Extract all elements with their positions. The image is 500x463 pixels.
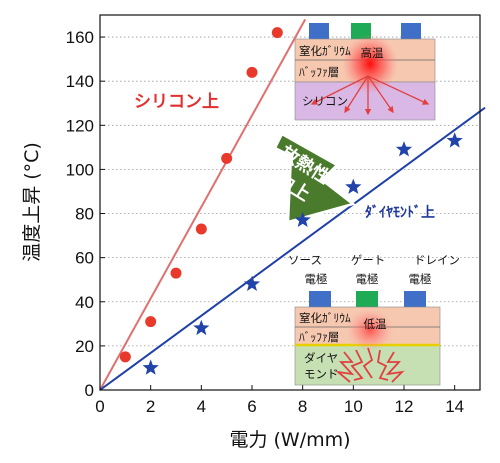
x-tick-label: 14 bbox=[445, 397, 464, 416]
improvement-arrow: 放熱性 向上 bbox=[272, 132, 356, 224]
inset-silicon-hotspot bbox=[342, 34, 398, 94]
diamond-data-point bbox=[193, 319, 210, 336]
inset-diamond-substrate-label-2: モンド bbox=[304, 367, 339, 381]
inset-diamond-gan-label: 窒化ｶﾞﾘｳﾑ bbox=[299, 311, 351, 325]
inset-silicon-hot-label: 高温 bbox=[361, 46, 384, 60]
y-tick-label: 0 bbox=[85, 381, 94, 400]
inset-diamond-hotspot bbox=[346, 308, 394, 352]
silicon-data-point bbox=[170, 267, 182, 279]
plot-frame bbox=[99, 14, 481, 391]
inset-diamond-gate bbox=[356, 291, 378, 307]
data-markers bbox=[119, 27, 463, 375]
y-tick-label: 100 bbox=[66, 160, 94, 179]
silicon-data-point bbox=[145, 316, 157, 328]
diamond-data-point bbox=[142, 359, 159, 375]
x-tick-label: 8 bbox=[298, 397, 307, 416]
axis-ticks: 0 20 40 60 80 100 120 140 160 0 2 4 6 8 10 12 14 bbox=[66, 28, 465, 416]
diamond-data-point bbox=[395, 141, 413, 157]
y-tick-label: 60 bbox=[75, 249, 94, 268]
inset-diamond: ソース 電極 ゲート 電極 ドレイン 電極 窒化ｶﾞﾘｳﾑ ﾊﾞｯﾌｧ層 低温 … bbox=[288, 253, 460, 386]
inset-silicon-gan-label: 窒化ｶﾞﾘｳﾑ bbox=[299, 44, 351, 58]
y-tick-label: 140 bbox=[66, 72, 94, 91]
y-tick-label: 80 bbox=[75, 205, 94, 224]
x-tick-label: 12 bbox=[395, 397, 414, 416]
x-tick-label: 2 bbox=[146, 397, 155, 416]
inset-diamond-drain-label-1: ドレイン bbox=[414, 253, 460, 267]
inset-diamond-gate-label-1: ゲート bbox=[351, 253, 386, 267]
inset-diamond-drain-electrode bbox=[404, 291, 426, 307]
inset-silicon-electrode-right bbox=[401, 23, 421, 39]
inset-silicon-heat-arrows bbox=[310, 75, 430, 116]
inset-silicon-electrode-left bbox=[309, 23, 329, 39]
y-tick-label: 160 bbox=[66, 28, 94, 47]
silicon-data-point bbox=[246, 66, 258, 78]
x-tick-label: 4 bbox=[197, 397, 206, 416]
inset-diamond-source-electrode bbox=[309, 291, 331, 307]
fit-lines bbox=[99, 18, 486, 391]
diamond-data-point bbox=[345, 178, 362, 194]
inset-diamond-heat-fan bbox=[334, 347, 405, 383]
inset-diamond-buffer-label: ﾊﾞｯﾌｧ層 bbox=[299, 330, 339, 344]
y-tick-label: 20 bbox=[75, 337, 94, 356]
y-tick-label: 120 bbox=[66, 116, 94, 135]
silicon-data-point bbox=[271, 27, 283, 39]
inset-diamond-source-label-1: ソース bbox=[288, 253, 322, 267]
x-tick-label: 10 bbox=[344, 397, 363, 416]
x-tick-label: 0 bbox=[95, 397, 104, 416]
silicon-data-point bbox=[221, 152, 233, 164]
inset-silicon: 窒化ｶﾞﾘｳﾑ ﾊﾞｯﾌｧ層 高温 シリコン bbox=[294, 23, 436, 121]
diamond-data-point bbox=[446, 132, 463, 148]
diamond-data-point bbox=[243, 275, 261, 291]
diamond-series-label: ﾀﾞｲﾔﾓﾝﾄﾞ上 bbox=[365, 204, 435, 221]
silicon-fit-line bbox=[99, 18, 307, 391]
inset-silicon-substrate-label: シリコン bbox=[302, 94, 348, 108]
x-axis-label: 電力 (W/mm) bbox=[229, 429, 350, 451]
silicon-series-label: シリコン上 bbox=[134, 92, 219, 112]
silicon-data-point bbox=[195, 223, 207, 235]
inset-diamond-drain-label-2: 電極 bbox=[409, 272, 432, 286]
inset-diamond-gate-label-2: 電極 bbox=[356, 272, 379, 286]
diamond-data-point bbox=[294, 211, 311, 227]
inset-diamond-substrate-label-1: ダイヤ bbox=[304, 351, 338, 365]
inset-diamond-source-label-2: 電極 bbox=[305, 272, 328, 286]
y-axis-label: 温度上昇 (°C) bbox=[21, 142, 43, 262]
inset-silicon-buffer-label: ﾊﾞｯﾌｧ層 bbox=[299, 65, 339, 79]
diamond-fit-line bbox=[99, 106, 486, 391]
x-tick-label: 6 bbox=[247, 397, 256, 416]
inset-diamond-hot-label: 低温 bbox=[364, 317, 387, 331]
y-tick-label: 40 bbox=[75, 293, 94, 312]
silicon-data-point bbox=[119, 351, 131, 363]
